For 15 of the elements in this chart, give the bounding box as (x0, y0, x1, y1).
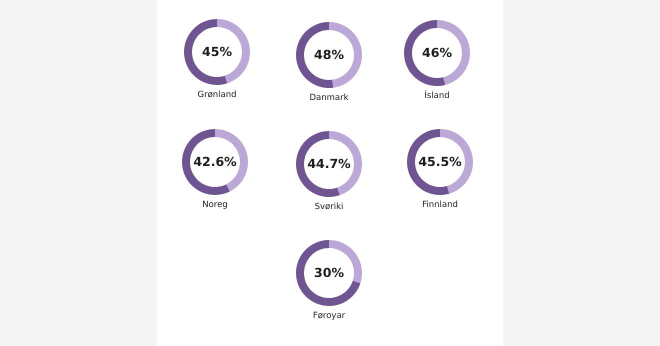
text: Føroyar (312, 311, 346, 321)
text: Grønland (197, 90, 237, 100)
data-label: 44.7% (307, 156, 352, 171)
data-label: 30% (314, 265, 344, 280)
donut-slice (296, 240, 360, 306)
text: Danmark (309, 93, 349, 103)
text: Ísland (424, 90, 450, 101)
data-label: 48% (314, 47, 344, 62)
data-label: 42.6% (193, 154, 238, 169)
data-label: 45% (202, 44, 232, 59)
text: Noreg (202, 200, 228, 210)
data-label: 45.5% (418, 154, 462, 169)
text: Svøriki (314, 202, 344, 212)
text: Finnland (422, 200, 458, 210)
data-label: 46% (422, 45, 452, 60)
